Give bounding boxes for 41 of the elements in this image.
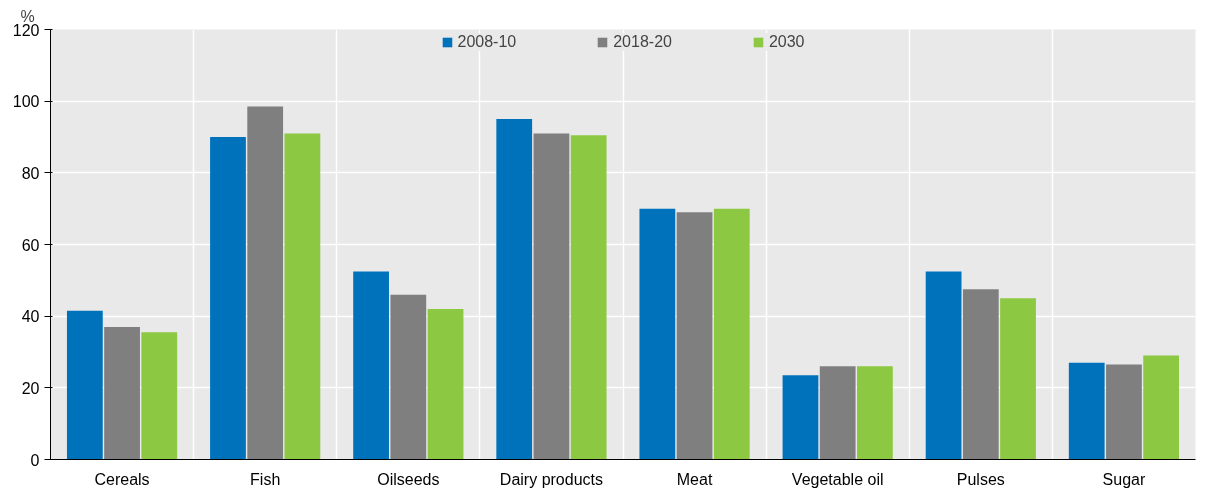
legend-label: 2008-10 <box>457 33 517 51</box>
y-tick-label: 60 <box>21 236 40 254</box>
bar <box>1106 364 1142 460</box>
bar <box>639 208 676 460</box>
x-tick-label: Meat <box>676 470 713 488</box>
bar <box>962 289 999 460</box>
y-tick-label: 80 <box>21 164 40 182</box>
bar <box>210 137 246 460</box>
bar <box>104 326 140 460</box>
bar <box>496 119 533 460</box>
bar <box>1000 298 1036 460</box>
bar <box>533 133 570 460</box>
bar <box>1068 362 1105 460</box>
bar <box>390 294 427 460</box>
legend-label: 2030 <box>768 33 805 51</box>
y-tick-label: 20 <box>21 379 40 397</box>
bar <box>857 366 893 460</box>
x-tick-label: Sugar <box>1102 470 1146 488</box>
bar <box>247 106 284 460</box>
legend-label: 2018-20 <box>613 33 672 51</box>
bar <box>819 366 856 460</box>
bar <box>713 208 750 460</box>
bar <box>353 271 389 460</box>
x-tick-label: Pulses <box>956 470 1005 488</box>
bar <box>284 133 321 460</box>
x-tick-label: Oilseeds <box>377 470 440 488</box>
y-tick-label: 40 <box>21 308 40 326</box>
bar <box>782 375 819 460</box>
bar <box>66 310 103 460</box>
x-tick-label: Dairy products <box>499 470 604 488</box>
x-tick-label: Vegetable oil <box>791 470 884 488</box>
bar <box>925 271 962 460</box>
bar <box>141 332 178 460</box>
bar <box>1143 355 1180 460</box>
bar <box>570 135 607 460</box>
y-tick-label: 100 <box>12 93 40 111</box>
x-tick-label: Fish <box>250 470 281 488</box>
bar <box>676 212 713 460</box>
x-tick-label: Cereals <box>94 470 150 488</box>
y-tick-label: 0 <box>30 451 40 469</box>
bar <box>427 309 464 460</box>
